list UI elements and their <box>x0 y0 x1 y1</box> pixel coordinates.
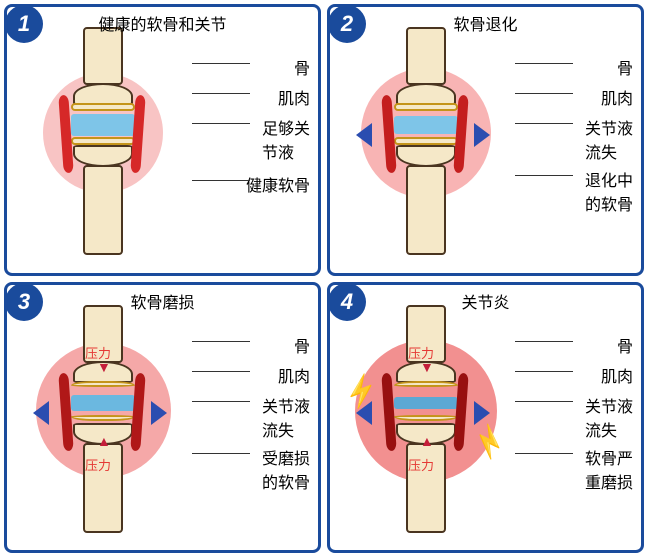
anatomy-label: 肌肉 <box>601 363 633 387</box>
pressure-arrow-down-icon: ▼ <box>420 359 434 375</box>
bone-upper <box>406 27 446 85</box>
anatomy-label: 骨 <box>294 333 310 357</box>
cartilage-lower <box>71 415 135 421</box>
leader-line <box>515 453 573 454</box>
arrow-right-icon <box>151 401 167 425</box>
cartilage-lower <box>71 137 135 145</box>
joint-scene: 压力▼压力▲骨肌肉关节液 流失受磨损 的软骨 <box>15 315 310 543</box>
anatomy-label: 退化中 的软骨 <box>585 167 633 215</box>
panel-title: 软骨磨损 <box>7 289 318 313</box>
leader-line <box>192 180 250 181</box>
stage-badge: 2 <box>328 5 366 43</box>
panel-1: 1健康的软骨和关节骨肌肉足够关 节液健康软骨 <box>4 4 321 276</box>
synovial-fluid <box>394 397 458 409</box>
anatomy-label: 足够关 节液 <box>262 115 310 163</box>
stage-badge: 1 <box>5 5 43 43</box>
pressure-arrow-up-icon: ▲ <box>97 433 111 449</box>
anatomy-label: 骨 <box>617 55 633 79</box>
stage-badge: 3 <box>5 283 43 321</box>
leader-line <box>515 123 573 124</box>
leader-line <box>192 371 250 372</box>
cartilage-upper <box>394 381 458 387</box>
bone-upper <box>83 27 123 85</box>
joint-scene: 压力▼压力▲⚡⚡骨肌肉关节液 流失软骨严 重磨损 <box>338 315 633 543</box>
cartilage-lower <box>394 137 458 145</box>
bone-end-upper <box>73 83 133 105</box>
pressure-label-bottom: 压力 <box>408 455 434 474</box>
leader-line <box>192 63 250 64</box>
synovial-fluid <box>71 114 135 136</box>
anatomy-label: 肌肉 <box>601 85 633 109</box>
anatomy-label: 关节液 流失 <box>262 393 310 441</box>
leader-line <box>192 453 250 454</box>
leader-line <box>515 63 573 64</box>
panel-title: 软骨退化 <box>330 11 641 35</box>
cartilage-upper <box>394 103 458 111</box>
pressure-label-bottom: 压力 <box>85 455 111 474</box>
anatomy-label: 关节液 流失 <box>585 393 633 441</box>
synovial-fluid <box>71 395 135 411</box>
anatomy-label: 健康软骨 <box>246 172 310 196</box>
arrow-left-icon <box>356 123 372 147</box>
panel-3: 3软骨磨损压力▼压力▲骨肌肉关节液 流失受磨损 的软骨 <box>4 282 321 554</box>
pressure-arrow-up-icon: ▲ <box>420 433 434 449</box>
leader-line <box>515 93 573 94</box>
joint-scene: 骨肌肉足够关 节液健康软骨 <box>15 37 310 265</box>
panel-title: 关节炎 <box>330 289 641 313</box>
anatomy-label: 受磨损 的软骨 <box>262 445 310 493</box>
bone-lower <box>83 165 123 255</box>
cartilage-lower <box>394 415 458 421</box>
cartilage-upper <box>71 381 135 387</box>
arrow-left-icon <box>33 401 49 425</box>
anatomy-label: 骨 <box>294 55 310 79</box>
bone-end-upper <box>396 83 456 105</box>
cartilage-upper <box>71 103 135 111</box>
anatomy-label: 骨 <box>617 333 633 357</box>
anatomy-label: 肌肉 <box>278 363 310 387</box>
leader-line <box>192 401 250 402</box>
synovial-fluid <box>394 116 458 134</box>
panel-title: 健康的软骨和关节 <box>7 11 318 35</box>
arrow-right-icon <box>474 123 490 147</box>
panel-4: 4关节炎压力▼压力▲⚡⚡骨肌肉关节液 流失软骨严 重磨损 <box>327 282 644 554</box>
leader-line <box>515 401 573 402</box>
pressure-arrow-down-icon: ▼ <box>97 359 111 375</box>
panel-2: 2软骨退化骨肌肉关节液 流失退化中 的软骨 <box>327 4 644 276</box>
leader-line <box>515 341 573 342</box>
anatomy-label: 关节液 流失 <box>585 115 633 163</box>
stage-badge: 4 <box>328 283 366 321</box>
anatomy-label: 软骨严 重磨损 <box>585 445 633 493</box>
leader-line <box>192 93 250 94</box>
leader-line <box>515 371 573 372</box>
bone-lower <box>406 165 446 255</box>
leader-line <box>192 341 250 342</box>
anatomy-label: 肌肉 <box>278 85 310 109</box>
diagram-grid: 1健康的软骨和关节骨肌肉足够关 节液健康软骨2软骨退化骨肌肉关节液 流失退化中 … <box>0 0 648 557</box>
leader-line <box>192 123 250 124</box>
joint-scene: 骨肌肉关节液 流失退化中 的软骨 <box>338 37 633 265</box>
leader-line <box>515 175 573 176</box>
